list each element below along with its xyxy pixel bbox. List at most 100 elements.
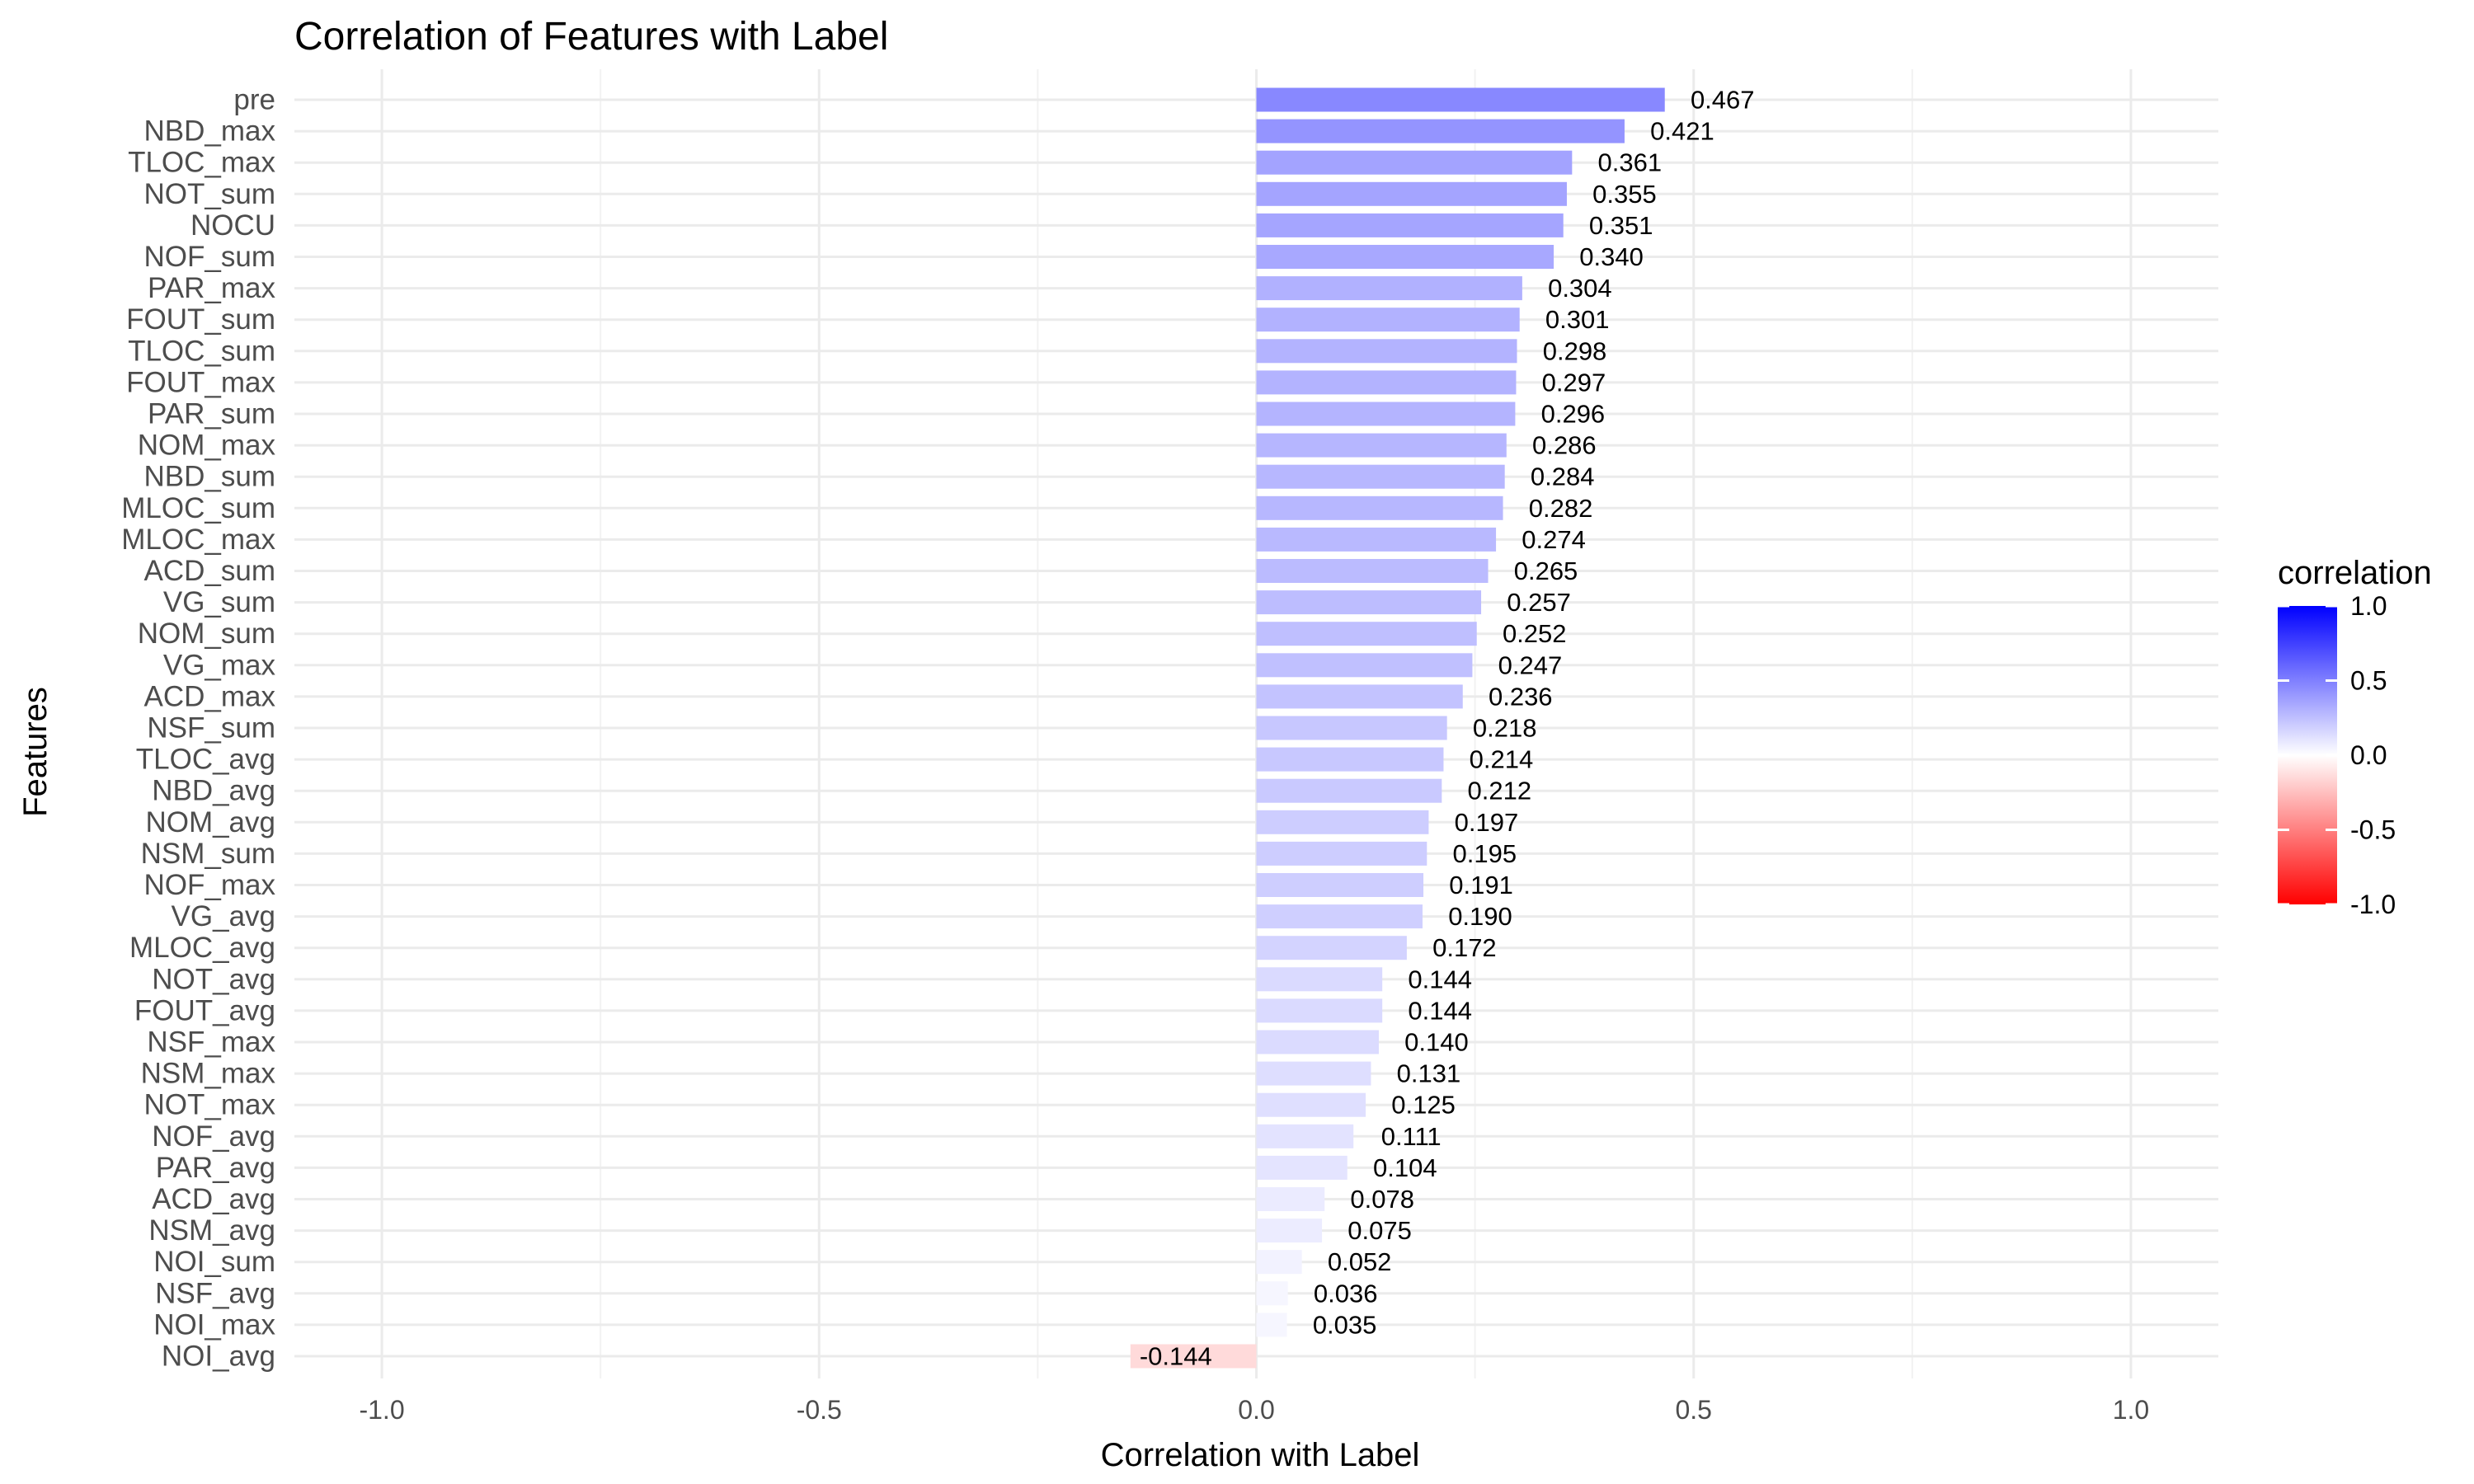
y-tick-label: pre (233, 84, 275, 116)
data-label: 0.298 (1543, 336, 1607, 365)
legend-tick-label: -0.5 (2350, 815, 2396, 845)
y-tick-label: NOT_sum (144, 178, 275, 210)
bar (1256, 841, 1427, 866)
y-tick-label: NSM_max (141, 1058, 276, 1090)
bar (1256, 998, 1383, 1023)
bar (1256, 904, 1423, 929)
data-label: 0.131 (1397, 1059, 1461, 1088)
bar (1256, 87, 1665, 112)
y-tick-label: NOI_avg (162, 1341, 275, 1373)
y-tick-label: NSF_max (147, 1026, 275, 1059)
bar (1256, 1092, 1366, 1117)
bar (1256, 464, 1505, 489)
y-tick-label: PAR_avg (156, 1152, 275, 1184)
data-label: 0.190 (1448, 902, 1512, 931)
bar (1256, 967, 1383, 992)
data-label: 0.257 (1507, 588, 1571, 617)
y-tick-label: NBD_sum (144, 461, 275, 493)
y-tick-label: NOM_avg (145, 806, 275, 838)
bar (1256, 181, 1567, 206)
bar (1256, 370, 1517, 395)
bar (1256, 527, 1497, 552)
y-tick-label: NOM_max (138, 430, 276, 462)
bar (1256, 308, 1520, 332)
bar (1256, 1155, 1348, 1180)
y-tick-label: FOUT_sum (126, 303, 275, 336)
y-tick-label: NOI_sum (153, 1246, 275, 1278)
data-label: 0.247 (1498, 650, 1563, 679)
data-label: -0.144 (1140, 1342, 1212, 1371)
data-label: 0.078 (1350, 1185, 1414, 1214)
chart-title: Correlation of Features with Label (294, 15, 888, 59)
bar (1256, 1030, 1379, 1054)
data-label: 0.467 (1691, 86, 1755, 115)
y-tick-labels: preNBD_maxTLOC_maxNOT_sumNOCUNOF_sumPAR_… (121, 84, 275, 1373)
data-label: 0.197 (1455, 808, 1519, 837)
data-label: 0.036 (1314, 1279, 1378, 1308)
x-tick-label: 0.0 (1238, 1395, 1274, 1425)
bar (1256, 873, 1424, 897)
y-tick-label: NSF_avg (155, 1277, 275, 1309)
x-tick-labels: -1.0 -0.5 0.0 0.5 1.0 (359, 1395, 2149, 1425)
bar (1256, 1187, 1325, 1211)
y-tick-label: PAR_sum (148, 398, 275, 430)
data-label: 0.265 (1514, 556, 1578, 585)
bar (1256, 778, 1442, 803)
data-label: 0.214 (1470, 745, 1534, 774)
y-tick-label: PAR_max (148, 272, 275, 304)
x-tick-label: -0.5 (797, 1395, 842, 1425)
data-label: 0.172 (1432, 933, 1497, 962)
bar (1256, 653, 1473, 678)
y-tick-label: NOI_max (153, 1308, 275, 1341)
y-tick-label: VG_max (163, 649, 276, 681)
bar (1256, 590, 1482, 615)
bars (1130, 87, 1665, 1369)
bar (1256, 1061, 1371, 1086)
y-tick-label: NSM_avg (148, 1214, 275, 1247)
data-label: 0.355 (1592, 180, 1657, 209)
y-tick-label: NOM_sum (138, 618, 275, 650)
data-label: 0.282 (1529, 494, 1593, 523)
bar (1256, 747, 1444, 772)
bar (1256, 1124, 1354, 1148)
x-axis-title: Correlation with Label (1101, 1437, 1420, 1473)
bar (1256, 684, 1463, 709)
data-label: 0.144 (1408, 965, 1472, 993)
y-tick-label: TLOC_sum (128, 335, 275, 367)
y-tick-label: NOF_avg (152, 1120, 275, 1153)
bar (1256, 716, 1447, 740)
data-label: 0.284 (1531, 463, 1595, 491)
bar (1256, 276, 1522, 301)
data-label: 0.296 (1541, 400, 1606, 429)
y-tick-label: NOF_sum (144, 241, 275, 273)
x-tick-label: 1.0 (2113, 1395, 2149, 1425)
data-label: 0.421 (1650, 117, 1714, 146)
data-label: 0.052 (1328, 1247, 1392, 1276)
bar (1256, 495, 1503, 520)
y-tick-label: VG_sum (163, 586, 275, 618)
bar (1256, 1281, 1288, 1306)
data-label: 0.252 (1503, 619, 1567, 648)
bar (1130, 1344, 1257, 1369)
y-tick-label: TLOC_max (128, 147, 275, 179)
bar (1256, 433, 1507, 458)
y-tick-label: ACD_avg (152, 1183, 275, 1215)
bar (1256, 213, 1564, 237)
data-label: 0.140 (1404, 1028, 1469, 1057)
legend-tick-label: 0.5 (2350, 666, 2387, 696)
x-tick-label: -1.0 (359, 1395, 404, 1425)
y-tick-label: MLOC_sum (121, 492, 275, 524)
y-tick-label: MLOC_avg (129, 932, 275, 964)
data-label: 0.035 (1313, 1310, 1377, 1339)
data-label: 0.304 (1548, 274, 1612, 303)
bar (1256, 936, 1407, 960)
legend-title: correlation (2278, 555, 2432, 591)
data-label: 0.125 (1391, 1091, 1456, 1120)
y-tick-label: ACD_max (144, 680, 276, 712)
y-tick-label: NOT_max (144, 1089, 276, 1121)
y-tick-label: FOUT_max (126, 366, 275, 398)
y-tick-label: MLOC_max (121, 524, 275, 556)
data-label: 0.212 (1468, 777, 1532, 805)
